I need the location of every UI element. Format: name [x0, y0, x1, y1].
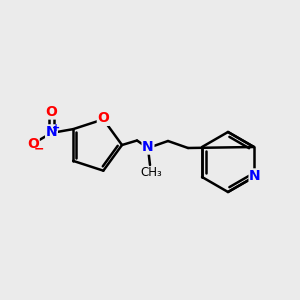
- Text: O: O: [98, 111, 109, 125]
- Text: N: N: [46, 125, 57, 139]
- Text: +: +: [52, 123, 61, 133]
- Text: −: −: [34, 142, 44, 155]
- Text: O: O: [27, 137, 39, 151]
- Text: O: O: [46, 105, 57, 119]
- Text: N: N: [142, 140, 154, 154]
- Text: N: N: [249, 169, 261, 183]
- Text: CH₃: CH₃: [140, 166, 162, 178]
